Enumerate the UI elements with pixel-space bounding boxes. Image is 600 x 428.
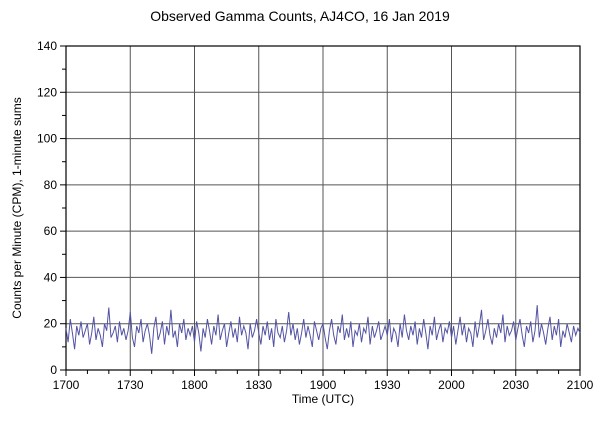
y-tick-label: 140 bbox=[37, 39, 57, 53]
y-tick-label: 0 bbox=[50, 363, 57, 377]
y-tick-label: 40 bbox=[44, 270, 58, 284]
gamma-counts-line bbox=[65, 305, 581, 354]
y-tick-label: 80 bbox=[44, 178, 58, 192]
x-tick-label: 2000 bbox=[438, 378, 465, 392]
x-tick-label: 1700 bbox=[53, 378, 80, 392]
x-tick-label: 1800 bbox=[181, 378, 208, 392]
x-tick-label: 2030 bbox=[502, 378, 529, 392]
x-tick-label: 1830 bbox=[245, 378, 272, 392]
y-tick-label: 120 bbox=[37, 85, 57, 99]
x-tick-label: 1930 bbox=[374, 378, 401, 392]
x-tick-label: 2100 bbox=[567, 378, 594, 392]
chart-title: Observed Gamma Counts, AJ4CO, 16 Jan 201… bbox=[150, 8, 450, 24]
y-tick-label: 20 bbox=[44, 317, 58, 331]
y-tick-label: 60 bbox=[44, 224, 58, 238]
x-axis-label: Time (UTC) bbox=[291, 392, 355, 406]
x-tick-label: 1900 bbox=[310, 378, 337, 392]
plot-frame bbox=[65, 45, 581, 371]
y-axis-label: Counts per Minute (CPM), 1-minute sums bbox=[10, 97, 24, 319]
y-tick-label: 100 bbox=[37, 132, 57, 146]
x-tick-label: 1730 bbox=[117, 378, 144, 392]
